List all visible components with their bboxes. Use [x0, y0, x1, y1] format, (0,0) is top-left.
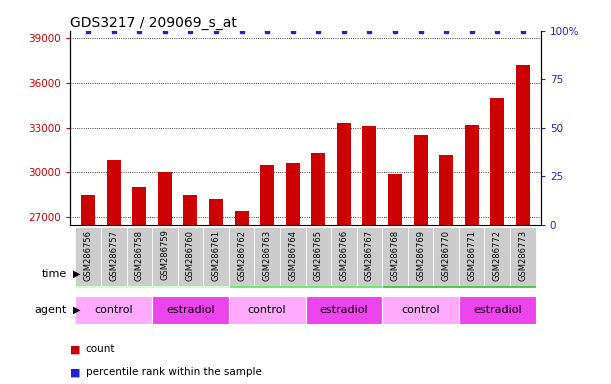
Text: GSM286769: GSM286769 [416, 230, 425, 281]
Bar [229, 296, 306, 324]
Bar [382, 296, 459, 324]
Text: estradiol: estradiol [473, 305, 522, 315]
Bar [459, 227, 485, 286]
Text: 12 h: 12 h [139, 267, 165, 280]
Text: control: control [95, 305, 133, 315]
Text: GSM286757: GSM286757 [109, 230, 119, 281]
Bar [357, 227, 382, 286]
Text: 48 h: 48 h [446, 267, 472, 280]
Text: GSM286770: GSM286770 [442, 230, 451, 281]
Bar [510, 227, 536, 286]
Bar [203, 227, 229, 286]
Bar [81, 195, 95, 384]
Text: GSM286762: GSM286762 [237, 230, 246, 281]
Bar [306, 227, 331, 286]
Bar [229, 259, 382, 288]
Text: percentile rank within the sample: percentile rank within the sample [86, 367, 262, 377]
Bar [280, 227, 306, 286]
Text: GSM286766: GSM286766 [339, 230, 348, 281]
Text: GSM286763: GSM286763 [263, 230, 272, 281]
Bar [107, 161, 121, 384]
Bar [260, 165, 274, 384]
Bar [459, 296, 536, 324]
Bar [337, 123, 351, 384]
Text: agent: agent [35, 305, 67, 315]
Text: estradiol: estradiol [166, 305, 214, 315]
Text: GSM286764: GSM286764 [288, 230, 297, 281]
Text: GSM286760: GSM286760 [186, 230, 195, 281]
Bar [229, 227, 254, 286]
Text: GSM286773: GSM286773 [518, 230, 527, 281]
Bar [126, 227, 152, 286]
Bar [152, 296, 229, 324]
Text: GSM286756: GSM286756 [84, 230, 93, 281]
Bar [101, 227, 126, 286]
Text: GSM286761: GSM286761 [211, 230, 221, 281]
Text: ▶: ▶ [73, 268, 81, 279]
Text: GSM286771: GSM286771 [467, 230, 476, 281]
Bar [286, 164, 300, 384]
Bar [306, 296, 382, 324]
Bar [152, 227, 178, 286]
Bar [158, 172, 172, 384]
Bar [382, 259, 536, 288]
Text: GSM286765: GSM286765 [314, 230, 323, 281]
Text: count: count [86, 344, 115, 354]
Text: estradiol: estradiol [320, 305, 368, 315]
Text: GSM286772: GSM286772 [492, 230, 502, 281]
Bar [516, 65, 530, 384]
Bar [439, 154, 453, 384]
Bar [254, 227, 280, 286]
Text: ■: ■ [70, 344, 81, 354]
Bar [311, 153, 325, 384]
Bar [465, 125, 479, 384]
Bar [178, 227, 203, 286]
Bar [183, 195, 197, 384]
Text: ■: ■ [70, 367, 81, 377]
Text: GDS3217 / 209069_s_at: GDS3217 / 209069_s_at [70, 16, 237, 30]
Bar [490, 98, 504, 384]
Bar [362, 126, 376, 384]
Text: time: time [42, 268, 67, 279]
Text: 24 h: 24 h [293, 267, 318, 280]
Bar [75, 227, 101, 286]
Bar [408, 227, 433, 286]
Bar [433, 227, 459, 286]
Bar [235, 211, 249, 384]
Bar [75, 259, 229, 288]
Bar [485, 227, 510, 286]
Bar [382, 227, 408, 286]
Bar [75, 296, 152, 324]
Text: ▶: ▶ [73, 305, 81, 315]
Bar [388, 174, 402, 384]
Text: GSM286758: GSM286758 [135, 230, 144, 281]
Text: GSM286759: GSM286759 [160, 230, 169, 280]
Text: control: control [401, 305, 440, 315]
Text: GSM286768: GSM286768 [390, 230, 400, 281]
Bar [209, 199, 223, 384]
Bar [414, 135, 428, 384]
Text: control: control [248, 305, 287, 315]
Bar [132, 187, 146, 384]
Text: GSM286767: GSM286767 [365, 230, 374, 281]
Bar [331, 227, 357, 286]
